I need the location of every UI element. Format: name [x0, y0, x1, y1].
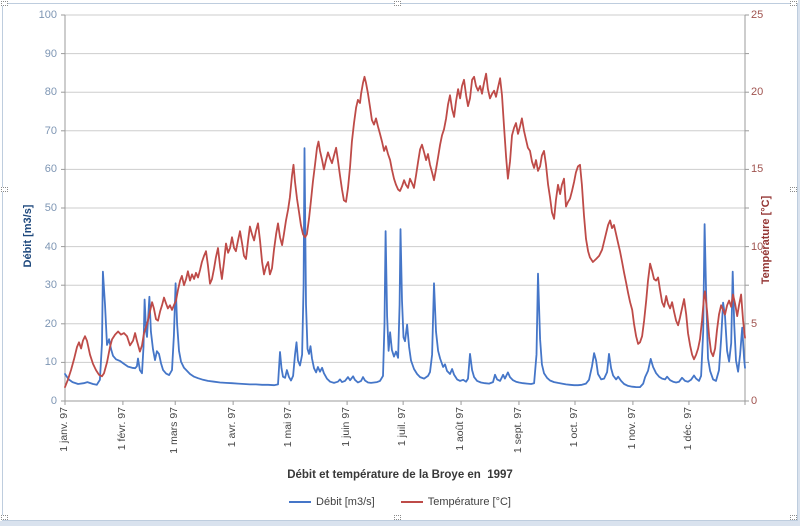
x-tick-label: 1 déc. 97	[681, 407, 694, 451]
y-right-tick-label: 10	[751, 240, 764, 253]
legend-label-temperature: Température [°C]	[427, 496, 511, 508]
y-left-tick-label: 30	[44, 279, 57, 292]
y-right-tick-label: 5	[751, 317, 758, 330]
y-left-tick-label: 20	[44, 317, 57, 330]
y-axis-left-title[interactable]: Débit [m3/s]	[22, 204, 34, 268]
y-left-tick-label: 40	[44, 240, 57, 253]
legend: Débit [m3/s] Température [°C]	[0, 496, 800, 508]
y-right-tick-label: 20	[751, 86, 764, 99]
y-left-tick-label: 0	[50, 395, 57, 407]
y-left-tick-label: 80	[44, 86, 57, 99]
y-left-tick-label: 10	[44, 356, 57, 369]
legend-item-temperature[interactable]: Température [°C]	[400, 496, 511, 508]
y-axis-right-title[interactable]: Température [°C]	[760, 195, 772, 285]
resize-handle-left-middle[interactable]	[1, 187, 8, 192]
resize-handle-top-right[interactable]	[790, 1, 797, 6]
resize-handle-bottom-right[interactable]	[790, 515, 797, 520]
x-tick-label: 1 juil. 97	[396, 407, 409, 447]
y-left-tick-label: 100	[38, 9, 57, 21]
resize-handle-bottom-left[interactable]	[1, 515, 8, 520]
worksheet-edge-bottom	[0, 521, 800, 526]
y-left-tick-label: 50	[44, 202, 57, 214]
y-left-tick-label: 60	[44, 163, 57, 176]
series-line-temperature[interactable]	[64, 72, 746, 389]
legend-label-debit: Débit [m3/s]	[316, 496, 375, 508]
x-tick-label: 1 août 97	[454, 407, 467, 451]
x-tick-label: 1 mai 97	[282, 407, 295, 448]
x-tick-label: 1 sept. 97	[511, 407, 524, 454]
resize-handle-right-middle[interactable]	[790, 187, 797, 192]
resize-handle-bottom-center[interactable]	[394, 515, 401, 520]
resize-handle-top-left[interactable]	[1, 1, 8, 6]
y-left-tick-label: 90	[44, 47, 57, 60]
debit-line-sample-icon	[289, 501, 312, 503]
y-right-tick-label: 15	[751, 163, 764, 176]
y-right-tick-label: 25	[751, 9, 764, 21]
x-tick-label: 1 févr. 97	[115, 407, 128, 451]
chart-title[interactable]: Débit et température de la Broye en 1997	[287, 469, 513, 481]
x-tick-label: 1 juin 97	[340, 407, 353, 447]
series-line-debit[interactable]	[64, 147, 746, 389]
x-tick-label: 1 mars 97	[168, 407, 181, 454]
x-tick-label: 1 nov. 97	[625, 407, 638, 450]
legend-item-debit[interactable]: Débit [m3/s]	[289, 496, 375, 508]
temperature-line-sample-icon	[400, 501, 423, 503]
worksheet-edge-right	[798, 0, 800, 521]
y-right-tick-label: 0	[751, 395, 758, 407]
x-tick-label: 1 avr. 97	[226, 407, 239, 448]
x-tick-label: 1 oct. 97	[568, 407, 580, 448]
y-left-tick-label: 70	[44, 124, 57, 137]
x-tick-label: 1 janv. 97	[58, 407, 70, 452]
resize-handle-top-center[interactable]	[394, 1, 401, 6]
